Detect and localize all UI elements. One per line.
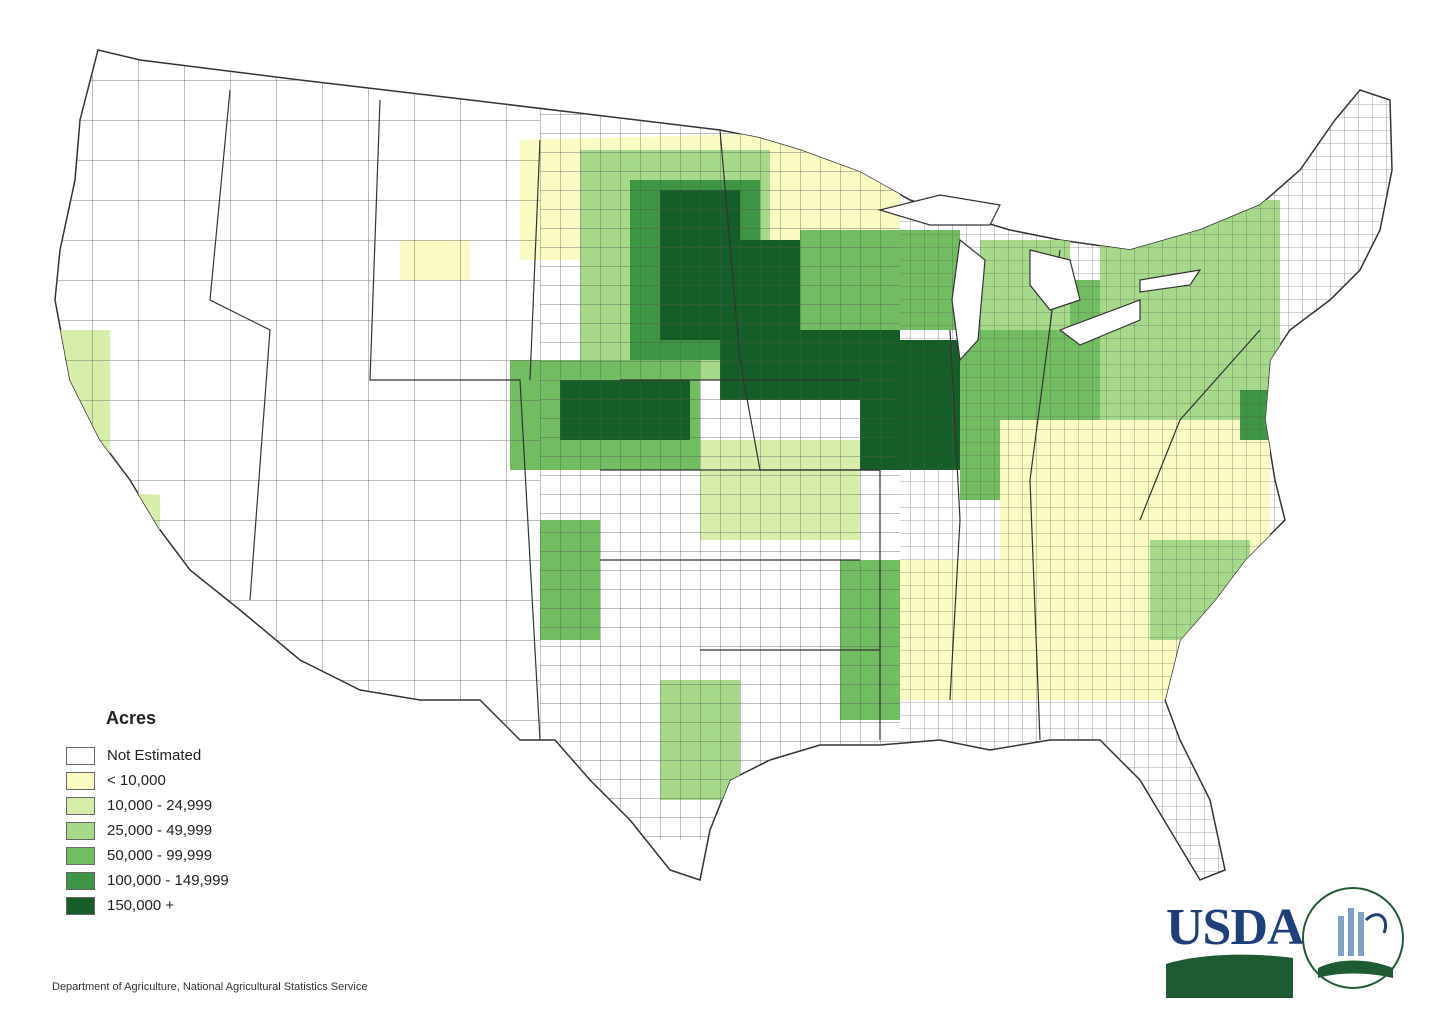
legend-label: 25,000 - 49,999 xyxy=(107,822,213,839)
usda-logo-graphic xyxy=(1165,887,1404,998)
legend-item: 10,000 - 24,999 xyxy=(66,793,229,818)
legend-label: 10,000 - 24,999 xyxy=(107,797,213,814)
legend-label: 50,000 - 99,999 xyxy=(107,847,213,864)
legend-swatch xyxy=(66,796,95,815)
legend-swatch xyxy=(66,871,95,890)
great-lakes xyxy=(877,194,1202,362)
legend-item: < 10,000 xyxy=(66,768,229,793)
legend-swatch xyxy=(66,771,95,790)
usda-logo-text: USDA xyxy=(1166,899,1305,956)
legend-label: Not Estimated xyxy=(107,747,202,764)
legend-item: 100,000 - 149,999 xyxy=(66,868,229,893)
usda-logo: USDA xyxy=(1158,878,1408,1003)
legend-item: 25,000 - 49,999 xyxy=(66,818,229,843)
source-credit: Department of Agriculture, National Agri… xyxy=(52,981,368,993)
legend-item: Not Estimated xyxy=(66,743,229,768)
legend-title: Acres xyxy=(106,708,157,728)
legend-item: 50,000 - 99,999 xyxy=(66,843,229,868)
state-boundaries xyxy=(209,89,1261,741)
legend-label: 100,000 - 149,999 xyxy=(107,872,229,889)
legend-label: 150,000 + xyxy=(107,897,175,914)
legend-swatch xyxy=(66,821,95,840)
legend-swatch xyxy=(66,896,95,915)
legend-item: 150,000 + xyxy=(66,893,229,918)
legend-swatch xyxy=(66,846,95,865)
map-legend: Acres Not Estimated < 10,000 10,000 - 24… xyxy=(66,708,229,918)
legend-label: < 10,000 xyxy=(107,772,166,789)
legend-swatch xyxy=(66,746,95,765)
